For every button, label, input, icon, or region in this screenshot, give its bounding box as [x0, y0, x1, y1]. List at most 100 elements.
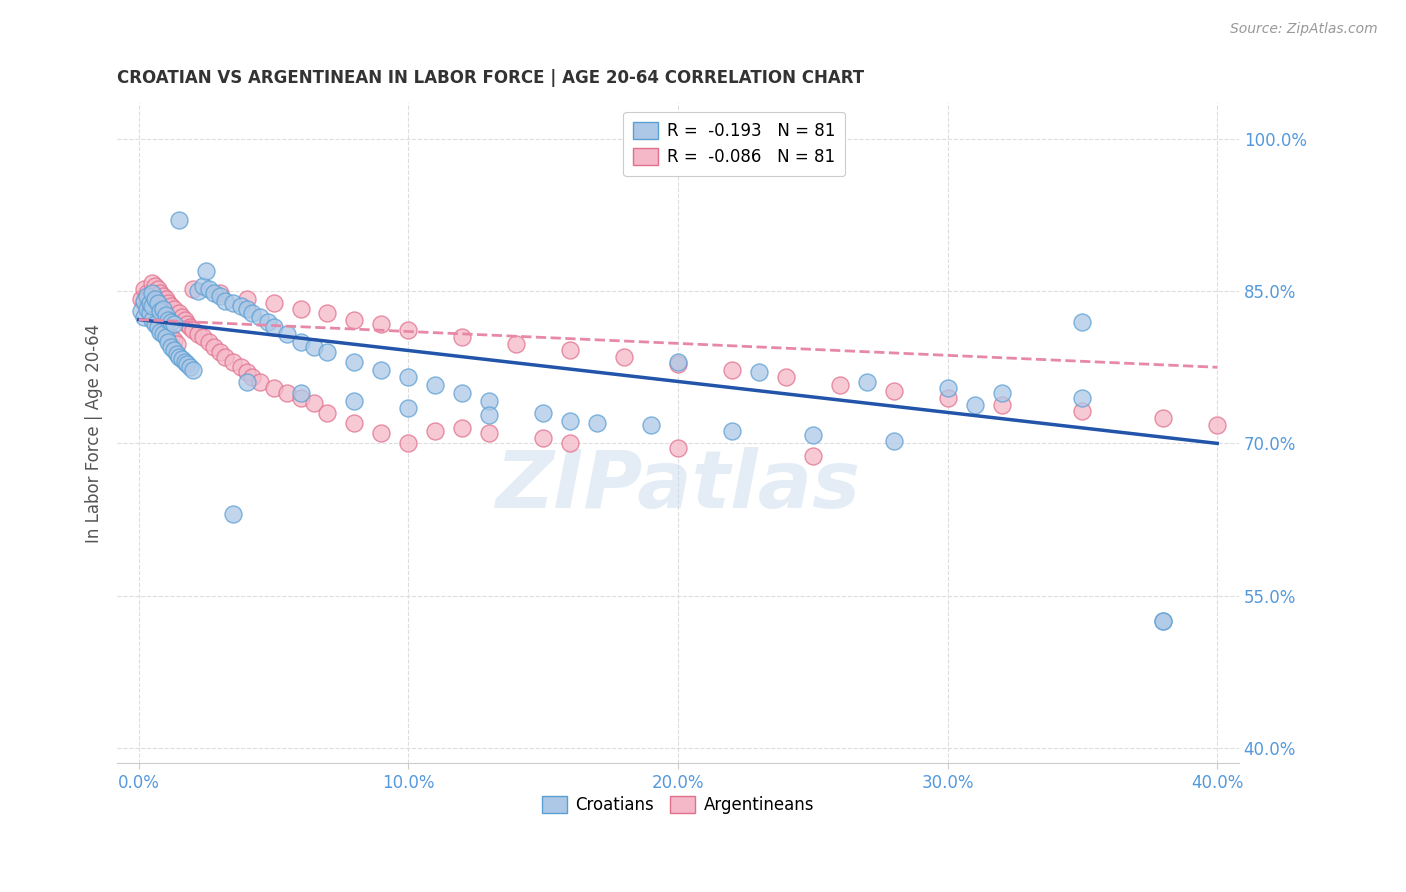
- Point: [208, 345, 231, 359]
- Point: [290, 302, 312, 317]
- Point: [316, 345, 339, 359]
- Point: [181, 323, 204, 337]
- Legend: Croatians, Argentineans: Croatians, Argentineans: [536, 789, 821, 821]
- Point: [160, 315, 183, 329]
- Point: [222, 355, 245, 369]
- Point: [146, 319, 169, 334]
- Point: [131, 304, 153, 318]
- Point: [640, 418, 662, 433]
- Point: [531, 431, 554, 445]
- Point: [425, 377, 447, 392]
- Point: [141, 299, 163, 313]
- Point: [451, 330, 474, 344]
- Point: [143, 317, 166, 331]
- Point: [134, 294, 156, 309]
- Point: [181, 282, 204, 296]
- Point: [176, 357, 198, 371]
- Point: [855, 376, 877, 390]
- Point: [586, 416, 609, 430]
- Point: [775, 370, 797, 384]
- Point: [134, 296, 156, 310]
- Point: [396, 323, 419, 337]
- Point: [801, 428, 824, 442]
- Point: [613, 350, 636, 364]
- Point: [167, 213, 190, 227]
- Point: [290, 385, 312, 400]
- Point: [166, 337, 188, 351]
- Point: [343, 393, 366, 408]
- Point: [138, 306, 160, 320]
- Point: [235, 302, 257, 317]
- Point: [478, 408, 501, 422]
- Point: [721, 363, 744, 377]
- Point: [370, 317, 392, 331]
- Point: [163, 317, 186, 331]
- Point: [163, 333, 186, 347]
- Point: [936, 391, 959, 405]
- Point: [134, 310, 156, 324]
- Point: [193, 279, 215, 293]
- Y-axis label: In Labor Force | Age 20-64: In Labor Force | Age 20-64: [86, 324, 103, 543]
- Point: [936, 380, 959, 394]
- Point: [1071, 315, 1094, 329]
- Point: [157, 326, 180, 341]
- Point: [170, 352, 193, 367]
- Point: [214, 294, 236, 309]
- Point: [1071, 404, 1094, 418]
- Point: [202, 340, 225, 354]
- Point: [198, 282, 221, 296]
- Point: [138, 302, 160, 317]
- Point: [235, 365, 257, 379]
- Point: [478, 393, 501, 408]
- Point: [276, 326, 298, 341]
- Point: [160, 340, 183, 354]
- Point: [666, 357, 689, 371]
- Point: [149, 317, 172, 331]
- Point: [143, 279, 166, 293]
- Point: [1152, 411, 1174, 425]
- Point: [396, 370, 419, 384]
- Point: [343, 312, 366, 326]
- Point: [451, 421, 474, 435]
- Point: [235, 376, 257, 390]
- Point: [560, 343, 582, 357]
- Point: [1071, 391, 1094, 405]
- Point: [249, 310, 271, 324]
- Point: [157, 334, 180, 349]
- Point: [343, 355, 366, 369]
- Point: [214, 350, 236, 364]
- Point: [135, 302, 157, 317]
- Point: [316, 306, 339, 320]
- Point: [222, 296, 245, 310]
- Point: [141, 276, 163, 290]
- Point: [505, 337, 527, 351]
- Point: [131, 292, 153, 306]
- Point: [990, 398, 1012, 412]
- Text: ZIPatlas: ZIPatlas: [495, 447, 860, 525]
- Point: [343, 416, 366, 430]
- Point: [170, 310, 193, 324]
- Text: Source: ZipAtlas.com: Source: ZipAtlas.com: [1230, 22, 1378, 37]
- Point: [157, 312, 180, 326]
- Point: [290, 334, 312, 349]
- Point: [828, 377, 851, 392]
- Point: [146, 282, 169, 296]
- Point: [240, 370, 263, 384]
- Point: [748, 365, 770, 379]
- Point: [231, 360, 253, 375]
- Point: [167, 350, 190, 364]
- Point: [370, 426, 392, 441]
- Point: [478, 426, 501, 441]
- Point: [152, 289, 174, 303]
- Point: [396, 436, 419, 450]
- Point: [149, 325, 172, 339]
- Point: [370, 363, 392, 377]
- Point: [451, 385, 474, 400]
- Point: [990, 385, 1012, 400]
- Point: [152, 326, 174, 341]
- Point: [141, 286, 163, 301]
- Point: [302, 340, 325, 354]
- Point: [531, 406, 554, 420]
- Point: [290, 391, 312, 405]
- Text: CROATIAN VS ARGENTINEAN IN LABOR FORCE | AGE 20-64 CORRELATION CHART: CROATIAN VS ARGENTINEAN IN LABOR FORCE |…: [117, 69, 865, 87]
